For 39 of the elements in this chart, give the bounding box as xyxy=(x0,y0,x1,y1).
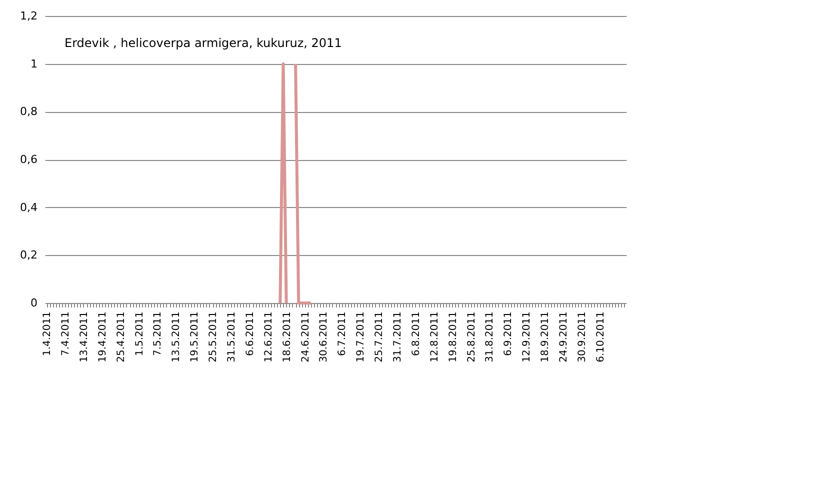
x-tick-label: 19.8.2011 xyxy=(448,312,459,362)
x-tick-label: 19.5.2011 xyxy=(190,312,201,362)
x-tick-label: 1.4.2011 xyxy=(42,312,54,356)
x-tick-label: 25.5.2011 xyxy=(208,312,220,362)
y-tick-label: 1 xyxy=(30,57,38,70)
x-tick-label: 31.5.2011 xyxy=(226,312,238,362)
x-tick-label: 31.7.2011 xyxy=(392,312,404,362)
x-tick-label: 13.4.2011 xyxy=(78,312,90,362)
x-tick-label: 6.6.2011 xyxy=(244,312,256,356)
x-tick-label: 7.4.2011 xyxy=(60,312,72,356)
x-tick-label: 12.9.2011 xyxy=(522,312,533,362)
x-tick-label: 18.9.2011 xyxy=(540,312,552,362)
y-tick-label: 0 xyxy=(30,296,38,310)
y-tick-label: 0,8 xyxy=(20,105,38,118)
y-tick-label: 0,2 xyxy=(20,248,38,262)
x-tick-label: 6.8.2011 xyxy=(410,312,422,356)
x-tick-label: 24.6.2011 xyxy=(300,312,312,362)
x-tick-label: 24.9.2011 xyxy=(558,312,570,362)
x-tick-label: 6.9.2011 xyxy=(503,312,514,356)
x-tick-label: 31.8.2011 xyxy=(484,312,496,362)
x-tick-label: 25.8.2011 xyxy=(466,312,478,362)
x-tick-label: 6.7.2011 xyxy=(337,312,348,356)
x-tick-label: 12.8.2011 xyxy=(429,312,440,362)
x-tick-label: 19.4.2011 xyxy=(97,312,108,362)
x-tick-label: 25.4.2011 xyxy=(116,312,127,362)
x-tick-label: 13.5.2011 xyxy=(171,312,182,362)
x-tick-label: 12.6.2011 xyxy=(263,312,274,362)
x-tick-label: 30.6.2011 xyxy=(318,312,330,362)
y-tick-label: 1,2 xyxy=(20,10,38,22)
x-tick-label: 7.5.2011 xyxy=(152,312,164,356)
x-tick-label: 1.5.2011 xyxy=(134,312,146,356)
x-tick-label: 25.7.2011 xyxy=(374,312,386,362)
text: Erdevik , helicoverpa armigera, kukuruz, 2011 xyxy=(64,36,342,50)
y-tick-label: 0,4 xyxy=(20,200,38,214)
x-tick-label: 30.9.2011 xyxy=(576,312,588,362)
x-tick-label: 6.10.2011 xyxy=(595,312,606,362)
y-tick-label: 0,6 xyxy=(20,153,38,166)
x-tick-label: 18.6.2011 xyxy=(282,312,293,362)
x-tick-label: 19.7.2011 xyxy=(356,312,367,362)
